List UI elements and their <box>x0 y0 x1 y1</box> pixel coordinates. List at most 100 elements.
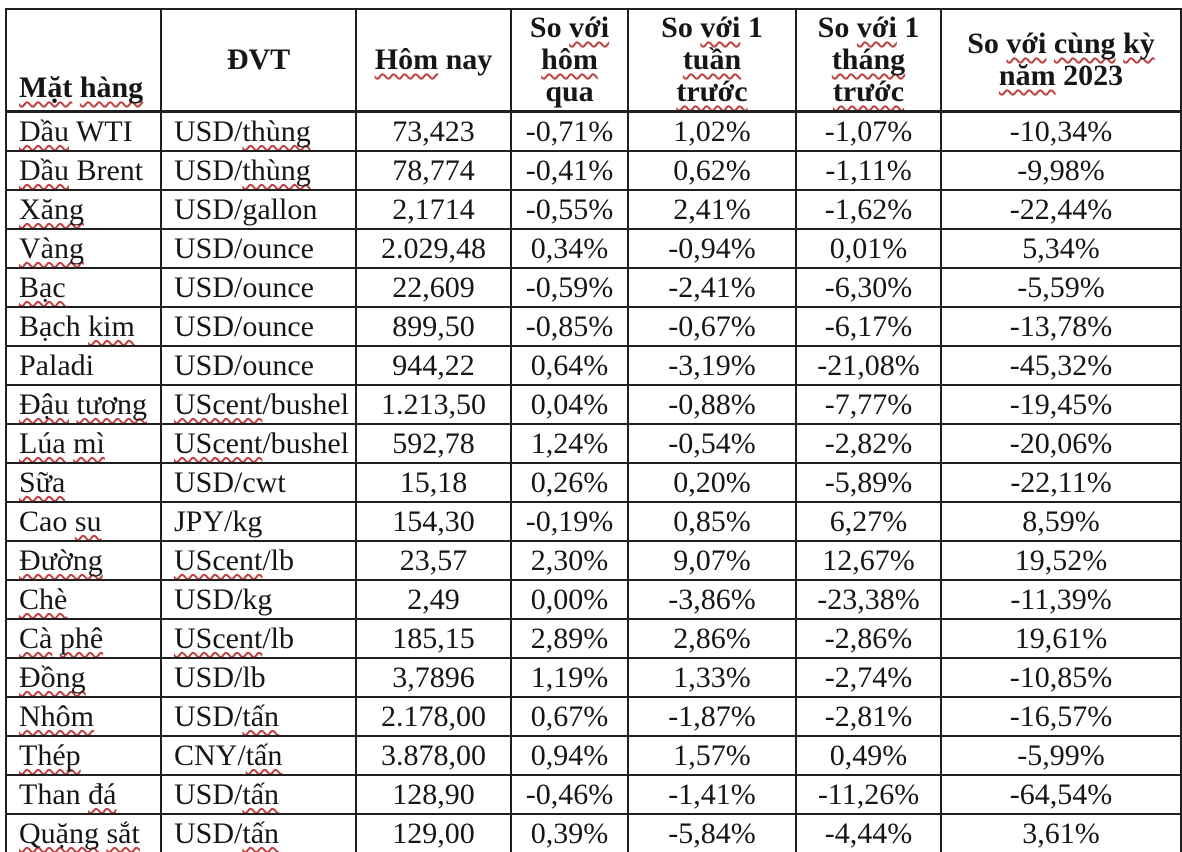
cell-vs-1-tuan-truoc: -1,87% <box>627 696 797 737</box>
misspelled-word: tương <box>76 387 147 421</box>
text-segment: 1,19% <box>530 660 609 694</box>
table-row: Thép CNY/tấn 3.878,00 0,94% 1,57% 0,49% -5,99% <box>5 735 1182 776</box>
cell-hom-nay: 129,00 <box>355 813 512 852</box>
text-segment: 15,18 <box>399 465 468 499</box>
cell-vs-cung-ky-2023: 8,59% <box>940 501 1182 542</box>
text-segment: USD/ounce <box>174 309 314 343</box>
cell-mat-hang: Vàng <box>5 228 162 269</box>
misspelled-word: hàng <box>79 71 144 104</box>
text-segment: -6,17% <box>824 309 913 343</box>
cell-hom-nay: 2,49 <box>355 579 512 620</box>
cell-vs-hom-qua: 2,30% <box>510 540 629 581</box>
table-header: Mặt hàng ĐVT Hôm nay So với hôm qua So với 1 tu… <box>5 8 1182 113</box>
cell-vs-cung-ky-2023: -5,59% <box>940 267 1182 308</box>
misspelled-word: với <box>1006 27 1047 60</box>
text-segment: 2.029,48 <box>381 231 486 265</box>
text-segment: -16,57% <box>1009 699 1113 733</box>
cell-hom-nay: 2.029,48 <box>355 228 512 269</box>
text-segment <box>1046 27 1054 60</box>
text-segment: Cao <box>19 504 75 538</box>
cell-vs-1-tuan-truoc: -1,41% <box>627 774 797 815</box>
text-segment: -4,44% <box>824 816 913 850</box>
cell-vs-1-tuan-truoc: 1,33% <box>627 657 797 698</box>
misspelled-word: Thép <box>19 738 81 772</box>
cell-hom-nay: 592,78 <box>355 423 512 464</box>
text-segment: 6,27% <box>829 504 908 538</box>
misspelled-word: kim <box>88 309 135 343</box>
text-segment: -0,94% <box>668 231 756 265</box>
cell-vs-1-thang-truoc: -6,30% <box>795 267 942 308</box>
cell-vs-hom-qua: -0,59% <box>510 267 629 308</box>
cell-mat-hang: Sữa <box>5 462 162 503</box>
text-segment: 1,57% <box>673 738 751 772</box>
misspelled-word: Mặt <box>19 71 73 104</box>
cell-dvt: USD/kg <box>160 579 357 620</box>
misspelled-word: Hôm <box>374 43 439 76</box>
cell-dvt: USD/thùng <box>160 150 357 191</box>
misspelled-word: tấn <box>242 699 280 733</box>
cell-hom-nay: 73,423 <box>355 110 512 152</box>
commodity-price-table: Mặt hàng ĐVT Hôm nay So với hôm qua So với 1 tu… <box>5 8 1182 852</box>
text-segment: 1,24% <box>530 426 609 460</box>
text-segment: 0,01% <box>829 231 908 265</box>
text-segment: /bushel <box>262 426 349 460</box>
cell-dvt: UScent/bushel <box>160 384 357 425</box>
text-segment: USD/lb <box>174 660 266 694</box>
text-segment: -0,71% <box>525 114 614 148</box>
text-segment <box>1116 27 1124 60</box>
misspelled-word: UScent <box>174 387 263 421</box>
misspelled-word: cùng <box>1053 27 1116 60</box>
misspelled-word: với <box>700 11 741 44</box>
text-segment: 1 <box>896 11 920 44</box>
cell-vs-1-tuan-truoc: -3,86% <box>627 579 797 620</box>
cell-hom-nay: 15,18 <box>355 462 512 503</box>
text-segment: 1.213,50 <box>381 387 486 421</box>
misspelled-word: Quặng <box>19 816 99 850</box>
cell-vs-1-thang-truoc: -7,77% <box>795 384 942 425</box>
cell-vs-cung-ky-2023: 3,61% <box>940 813 1182 852</box>
cell-dvt: USD/cwt <box>160 462 357 503</box>
cell-hom-nay: 2.178,00 <box>355 696 512 737</box>
cell-vs-cung-ky-2023: -5,99% <box>940 735 1182 776</box>
misspelled-word: Sữa <box>19 465 66 499</box>
cell-hom-nay: 3.878,00 <box>355 735 512 776</box>
text-segment <box>52 622 60 655</box>
text-segment: 22,609 <box>392 270 475 304</box>
cell-mat-hang: Bạch kim <box>5 306 162 347</box>
cell-vs-1-thang-truoc: -1,62% <box>795 189 942 230</box>
cell-mat-hang: Paladi <box>5 345 162 386</box>
text-segment: 19,61% <box>1014 621 1108 655</box>
column-header-vs-hom-qua: So với hôm qua <box>510 8 629 113</box>
header-row: Mặt hàng ĐVT Hôm nay So với hôm qua So với 1 tu… <box>5 8 1182 113</box>
misspelled-word: sắt <box>106 816 140 850</box>
cell-dvt: CNY/tấn <box>160 735 357 776</box>
cell-dvt: USD/tấn <box>160 813 357 852</box>
cell-vs-1-thang-truoc: -2,86% <box>795 618 942 659</box>
cell-dvt: USD/ounce <box>160 267 357 308</box>
misspelled-word: tấn <box>245 738 283 772</box>
cell-vs-1-tuan-truoc: 9,07% <box>627 540 797 581</box>
cell-vs-1-thang-truoc: -6,17% <box>795 306 942 347</box>
cell-dvt: USD/gallon <box>160 189 357 230</box>
misspelled-word: Dầu <box>19 114 69 148</box>
text-segment: USD/kg <box>174 582 273 616</box>
cell-vs-1-thang-truoc: -2,74% <box>795 657 942 698</box>
cell-vs-1-tuan-truoc: 2,86% <box>627 618 797 659</box>
text-segment: qua <box>545 75 594 108</box>
text-segment: -7,77% <box>824 387 913 421</box>
text-segment: 73,423 <box>392 114 475 148</box>
cell-vs-1-thang-truoc: -21,08% <box>795 345 942 386</box>
misspelled-word: Nhôm <box>19 699 94 733</box>
text-segment: CNY/ <box>174 738 246 772</box>
cell-hom-nay: 2,1714 <box>355 189 512 230</box>
text-segment: 19,52% <box>1014 543 1108 577</box>
column-header-vs-1-thang-truoc: So với 1 tháng trước <box>795 8 942 113</box>
text-segment: -1,62% <box>824 192 913 226</box>
text-segment: 0,26% <box>530 465 609 499</box>
column-header-hom-nay: Hôm nay <box>355 8 512 113</box>
text-segment: 944,22 <box>392 348 475 382</box>
text-segment: -5,59% <box>1017 270 1105 304</box>
cell-mat-hang: Dầu Brent <box>5 150 162 191</box>
cell-mat-hang: Nhôm <box>5 696 162 737</box>
text-segment: 0,62% <box>673 153 751 187</box>
